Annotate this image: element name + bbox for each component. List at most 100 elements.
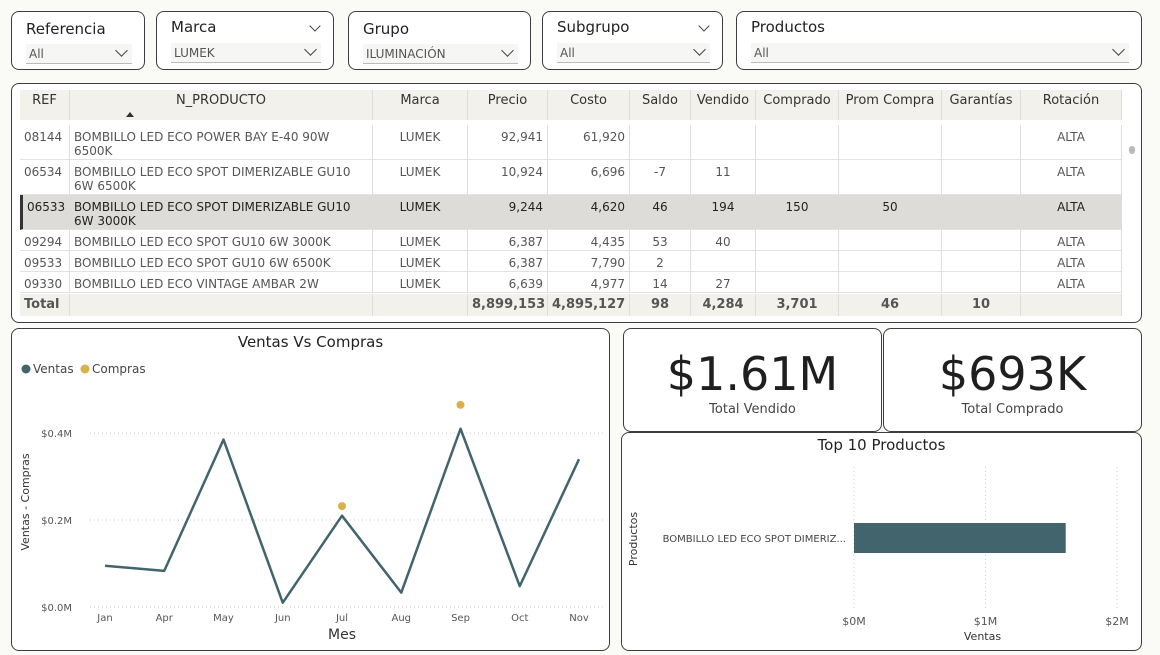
table-cell-prom (839, 160, 942, 195)
table-cell-precio: 6,387 (468, 251, 548, 272)
table-cell-precio: 10,924 (468, 160, 548, 195)
column-header-garantias[interactable]: Garantías (942, 90, 1021, 120)
ventas-series-line (104, 427, 581, 604)
filter-referencia[interactable]: Referencia All (11, 11, 145, 70)
table-cell-prom (839, 251, 942, 272)
table-cell-name: BOMBILLO LED ECO POWER BAY E-40 90W 6500K (70, 125, 373, 160)
total-cell-rotacion (1021, 294, 1122, 316)
table-cell-costo: 4,620 (548, 195, 630, 230)
product-name-line2: 6W 6500K (74, 179, 136, 193)
x-tick-label: $0M (842, 615, 866, 628)
y-axis-label: Ventas - Compras (19, 453, 32, 551)
chevron-down-icon[interactable] (1112, 43, 1125, 56)
column-header-vendido[interactable]: Vendido (691, 90, 756, 120)
column-header-comprado[interactable]: Comprado (756, 90, 839, 120)
total-cell-name (70, 294, 373, 316)
column-header-prom[interactable]: Prom Compra (839, 90, 942, 120)
table-cell-comprado: 150 (756, 195, 839, 230)
x-tick-label: $1M (974, 615, 998, 628)
chevron-down-icon[interactable] (698, 20, 710, 32)
filter-productos-value: All (754, 46, 769, 60)
table-row[interactable]: 09294 BOMBILLO LED ECO SPOT GU10 6W 3000K… (20, 230, 1122, 251)
table-body[interactable]: REF N_PRODUCTO Marca Precio Costo Saldo Vendid… (20, 90, 1122, 316)
table-cell-rotacion: ALTA (1021, 125, 1122, 160)
product-name-line1: BOMBILLO LED ECO SPOT DIMERIZABLE GU10 (74, 200, 351, 214)
products-table: REF N_PRODUCTO Marca Precio Costo Saldo Vendid… (11, 83, 1142, 323)
x-tick-label: Jul (335, 613, 348, 624)
table-cell-vendido: 194 (691, 195, 756, 230)
product-name-line1: BOMBILLO LED ECO SPOT GU10 6W 3000K (74, 235, 331, 249)
column-header-precio[interactable]: Precio (468, 90, 548, 120)
chart-title: Top 10 Productos (817, 436, 946, 454)
product-name-line2: 6W 3000K (74, 214, 136, 228)
table-cell-vendido: 27 (691, 272, 756, 293)
table-cell-vendido: 11 (691, 160, 756, 195)
filter-grupo[interactable]: Grupo ILUMINACIÓN (348, 11, 531, 70)
chevron-down-icon[interactable] (309, 20, 321, 32)
y-tick-label: $0.2M (41, 516, 72, 527)
kpi-value: $1.61M (666, 347, 839, 401)
column-header-saldo[interactable]: Saldo (630, 90, 691, 120)
column-header-name[interactable]: N_PRODUCTO (70, 90, 373, 120)
total-cell-ref: Total (20, 294, 70, 316)
total-cell-precio: 8,899,153 (468, 294, 548, 316)
total-cell-comprado: 3,701 (756, 294, 839, 316)
column-header-ref[interactable]: REF (20, 90, 70, 120)
table-cell-rotacion: ALTA (1021, 251, 1122, 272)
table-cell-garantias (942, 125, 1021, 160)
legend-label-ventas: Ventas (33, 362, 74, 376)
table-row[interactable]: 09533 BOMBILLO LED ECO SPOT GU10 6W 6500K… (20, 251, 1122, 272)
table-cell-ref: 06534 (20, 160, 70, 195)
x-tick-label: Sep (451, 613, 470, 624)
column-header-rotacion[interactable]: Rotación (1021, 90, 1122, 120)
kpi-label: Total Comprado (961, 402, 1064, 417)
total-cell-saldo: 98 (630, 294, 691, 316)
table-row[interactable]: 06534 BOMBILLO LED ECO SPOT DIMERIZABLE G… (20, 160, 1122, 195)
sort-ascending-icon[interactable] (126, 112, 134, 117)
ventas-vs-compras-chart: Ventas Vs Compras Ventas Compras $0.0M $0.2… (11, 328, 610, 651)
table-row[interactable]: 08144 BOMBILLO LED ECO POWER BAY E-40 90W… (20, 125, 1122, 160)
table-cell-garantias (942, 272, 1021, 293)
table-cell-costo: 4,435 (548, 230, 630, 251)
table-scrollbar[interactable] (1129, 146, 1135, 154)
table-cell-name: BOMBILLO LED ECO SPOT DIMERIZABLE GU10 6W… (70, 160, 373, 195)
filter-subgrupo[interactable]: Subgrupo All (542, 11, 723, 70)
table-cell-comprado (756, 125, 839, 160)
y-axis-label: Productos (627, 512, 640, 566)
legend-dot-compras (80, 364, 90, 374)
filter-marca[interactable]: Marca LUMEK (156, 11, 334, 70)
table-cell-prom (839, 272, 942, 293)
filter-productos-dropdown[interactable]: All (751, 43, 1129, 63)
chevron-down-icon[interactable] (304, 43, 317, 56)
chevron-down-icon[interactable] (115, 44, 128, 57)
chevron-down-icon[interactable] (501, 44, 514, 57)
filter-grupo-dropdown[interactable]: ILUMINACIÓN (363, 44, 518, 64)
table-cell-costo: 4,977 (548, 272, 630, 293)
x-tick-label: $2M (1105, 615, 1129, 628)
table-cell-garantias (942, 230, 1021, 251)
table-cell-saldo: 46 (630, 195, 691, 230)
x-axis-label: Ventas (964, 630, 1001, 643)
table-cell-costo: 7,790 (548, 251, 630, 272)
table-cell-precio: 9,244 (468, 195, 548, 230)
filter-marca-dropdown[interactable]: LUMEK (171, 43, 321, 63)
kpi-total-vendido: $1.61M Total Vendido (623, 328, 882, 432)
table-row[interactable]: 06533 BOMBILLO LED ECO SPOT DIMERIZABLE G… (20, 195, 1122, 230)
filter-marca-value: LUMEK (174, 46, 215, 60)
filter-referencia-dropdown[interactable]: All (26, 44, 132, 64)
table-cell-rotacion: ALTA (1021, 160, 1122, 195)
table-cell-marca: LUMEK (373, 160, 468, 195)
product-name-line1: BOMBILLO LED ECO SPOT DIMERIZABLE GU10 (74, 165, 351, 179)
table-cell-rotacion: ALTA (1021, 272, 1122, 293)
filter-productos[interactable]: Productos All (736, 11, 1142, 70)
x-tick-label: May (213, 613, 234, 624)
total-cell-vendido: 4,284 (691, 294, 756, 316)
filter-subgrupo-dropdown[interactable]: All (557, 43, 710, 63)
table-cell-ref: 09533 (20, 251, 70, 272)
table-cell-prom: 50 (839, 195, 942, 230)
column-header-marca[interactable]: Marca (373, 90, 468, 120)
table-row[interactable]: 09330 BOMBILLO LED ECO VINTAGE AMBAR 2W LU… (20, 272, 1122, 293)
table-cell-name: BOMBILLO LED ECO VINTAGE AMBAR 2W (70, 272, 373, 293)
chevron-down-icon[interactable] (693, 43, 706, 56)
column-header-costo[interactable]: Costo (548, 90, 630, 120)
